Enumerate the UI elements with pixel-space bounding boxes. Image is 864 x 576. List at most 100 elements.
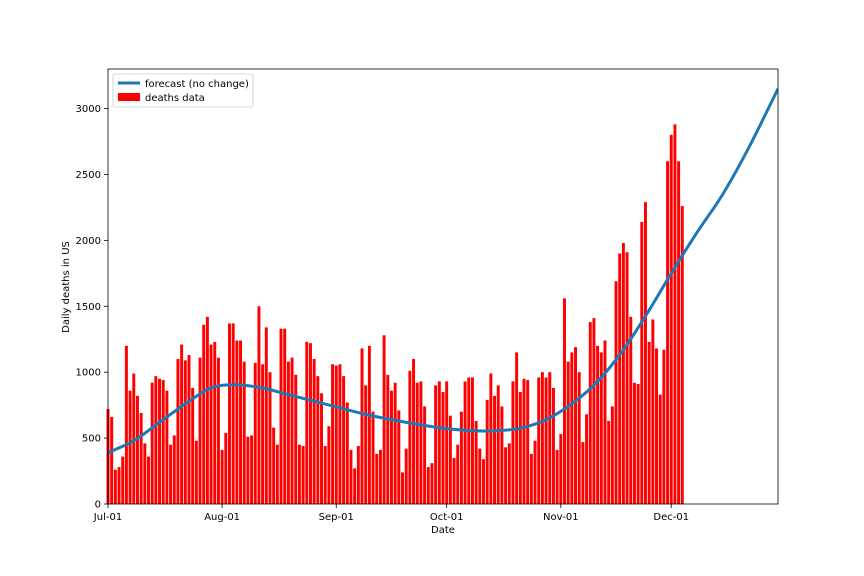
- plot-frame: [107, 68, 779, 505]
- bar: [169, 444, 173, 504]
- bar: [194, 440, 198, 504]
- bar: [581, 442, 585, 504]
- bar: [456, 444, 460, 504]
- bar: [485, 399, 489, 504]
- bar: [548, 372, 552, 504]
- bar: [397, 410, 401, 504]
- bar: [239, 340, 242, 504]
- bar: [338, 364, 342, 504]
- bar: [294, 374, 298, 504]
- bar: [309, 343, 312, 504]
- bar: [559, 434, 563, 504]
- y-tick-label: 500: [82, 434, 101, 445]
- bar: [655, 348, 658, 504]
- bar: [596, 345, 600, 504]
- bar: [651, 319, 655, 504]
- bar: [592, 318, 596, 504]
- bar: [353, 468, 357, 504]
- bar: [618, 253, 622, 504]
- bar: [669, 134, 673, 504]
- bar: [463, 381, 467, 504]
- bar: [180, 344, 184, 504]
- bar: [522, 378, 526, 504]
- bar: [662, 349, 666, 504]
- bar: [331, 364, 335, 504]
- bar: [419, 381, 423, 504]
- bar: [327, 426, 331, 504]
- bar: [437, 381, 441, 504]
- bar: [257, 306, 261, 504]
- bar: [603, 340, 607, 504]
- bar: [430, 463, 434, 504]
- bar: [540, 372, 544, 504]
- bar: [529, 453, 533, 504]
- bar: [677, 161, 681, 504]
- legend-deaths-swatch: [118, 93, 140, 101]
- bar: [150, 382, 154, 504]
- bar: [555, 449, 559, 504]
- x-tick-label: Jul-01: [93, 512, 122, 523]
- bar: [493, 395, 497, 504]
- bar: [640, 221, 644, 504]
- bar: [599, 352, 603, 504]
- x-axis-label: Date: [431, 525, 455, 536]
- bar: [121, 456, 125, 504]
- bar: [135, 395, 139, 504]
- legend-deaths-label: deaths data: [145, 93, 205, 104]
- bar: [216, 357, 220, 504]
- bar: [585, 414, 589, 504]
- bar: [478, 448, 482, 504]
- bar: [607, 420, 611, 504]
- bar: [235, 340, 239, 504]
- bar: [312, 359, 316, 504]
- bar: [323, 446, 327, 504]
- x-tick-label: Oct-01: [430, 512, 464, 523]
- bar: [673, 124, 677, 505]
- y-tick-label: 2000: [76, 236, 101, 247]
- bar: [570, 352, 574, 504]
- bar: [154, 376, 158, 504]
- forecast-line: [108, 88, 778, 454]
- bar: [474, 420, 478, 504]
- bar: [574, 347, 577, 504]
- bar: [224, 432, 228, 504]
- bar: [242, 361, 246, 504]
- bar: [143, 443, 147, 504]
- forecast-line-group: [108, 88, 778, 454]
- bar: [342, 376, 346, 504]
- bar: [147, 456, 150, 504]
- bar: [364, 385, 368, 504]
- bar: [434, 385, 438, 504]
- bar: [231, 323, 235, 504]
- bar: [253, 362, 257, 504]
- bar: [213, 341, 217, 504]
- bar: [459, 411, 463, 504]
- bar: [279, 328, 283, 504]
- bar: [334, 365, 338, 504]
- bar: [496, 385, 500, 504]
- bar: [198, 357, 202, 504]
- bar: [301, 446, 305, 504]
- bar: [356, 446, 360, 504]
- bar: [261, 364, 265, 504]
- bar: [161, 380, 165, 504]
- bar: [187, 355, 191, 504]
- y-tick-label: 0: [95, 500, 101, 511]
- bar: [666, 161, 670, 504]
- bar: [176, 359, 180, 504]
- bar: [272, 427, 276, 504]
- bar: [482, 459, 485, 504]
- bar: [452, 457, 456, 504]
- y-tick-label: 3000: [76, 104, 101, 115]
- bar: [511, 381, 515, 504]
- bar: [183, 360, 187, 504]
- bar: [408, 370, 412, 504]
- y-tick-label: 1500: [76, 302, 101, 313]
- bar: [621, 243, 625, 504]
- bar: [401, 472, 404, 504]
- bar: [124, 345, 128, 504]
- bars-group: [106, 124, 684, 505]
- bar: [172, 435, 176, 504]
- x-tick-label: Dec-01: [653, 512, 689, 523]
